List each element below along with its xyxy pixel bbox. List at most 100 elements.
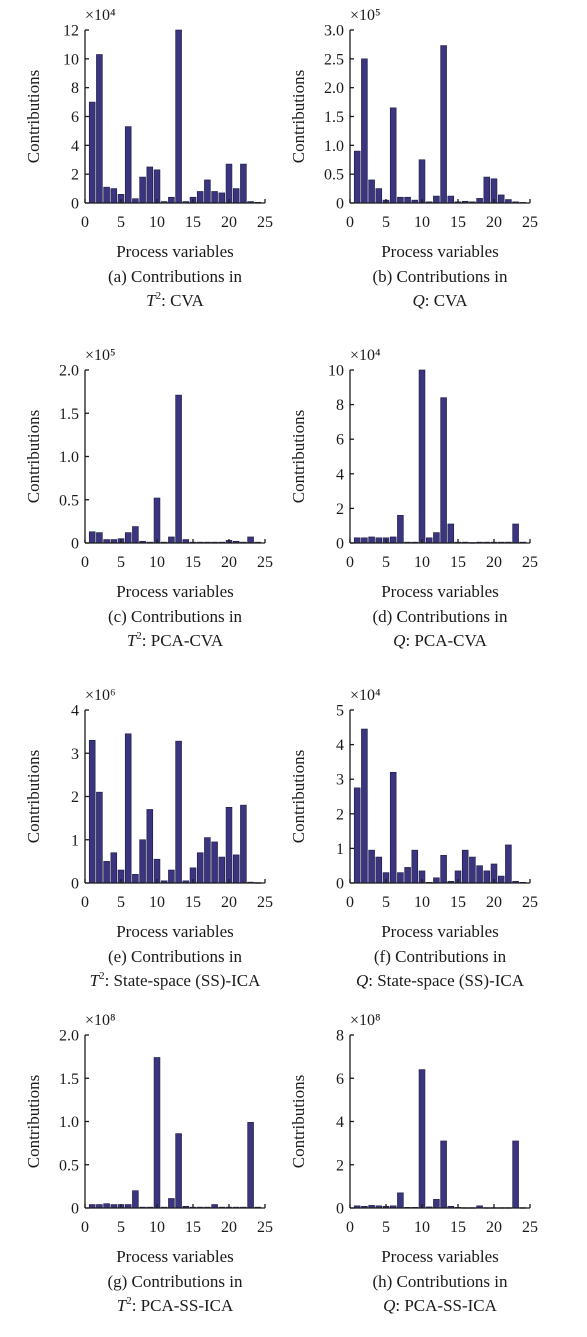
x-tick-label: 0	[346, 894, 354, 911]
bar-a-21	[232, 188, 240, 204]
caption-method: : CVA	[161, 291, 204, 310]
x-tick-label: 20	[486, 554, 502, 571]
x-tick-label: 15	[450, 554, 466, 571]
bar-b-14	[447, 195, 455, 204]
y-tick-label: 1.5	[59, 1071, 79, 1088]
y-axis-label: Contributions	[289, 750, 308, 844]
caption-statistic: Q	[413, 291, 425, 310]
x-tick-label: 5	[382, 1219, 390, 1236]
x-tick-label: 10	[149, 894, 165, 911]
x-tick-label: 15	[450, 1219, 466, 1236]
x-tick-label: 20	[486, 1219, 502, 1236]
y-tick-label: 4	[336, 737, 344, 754]
bar-b-10	[418, 159, 426, 204]
bar-e-16	[196, 852, 204, 884]
bar-f-7	[397, 872, 404, 884]
x-tick-label: 25	[522, 554, 538, 571]
caption-statistic: T	[127, 631, 138, 650]
bar-a-6	[124, 126, 132, 204]
caption-method: : CVA	[425, 291, 468, 310]
bar-a-22	[240, 163, 247, 204]
caption-method: : State-space (SS)-ICA	[105, 971, 262, 990]
caption-line-1: (e) Contributions in	[108, 947, 243, 966]
chart-panel-d: 0 2 4 6 8 10 0 5 10 15 20 25 ×10⁴ Contributions Proces…	[289, 347, 538, 650]
bar-b-1	[353, 150, 361, 204]
bar-a-2	[96, 54, 103, 204]
caption-statistic: T	[146, 291, 157, 310]
x-tick-label: 10	[414, 1219, 430, 1236]
caption-line-1: (c) Contributions in	[108, 607, 243, 626]
exponent-label: ×10⁴	[350, 687, 381, 704]
x-tick-label: 5	[382, 214, 390, 231]
y-axis-label: Contributions	[24, 1075, 43, 1169]
x-tick-label: 20	[221, 214, 237, 231]
chart-panel-c: 0 0.5 1.0 1.5 2.0 0 5 10 15 20 25 ×10⁵ Contributions…	[24, 347, 273, 650]
x-axis-label: Process variables	[381, 1247, 499, 1266]
chart-panel-g: 0 0.5 1.0 1.5 2.0 0 5 10 15 20 25 ×10⁸ Contributions…	[24, 1012, 273, 1315]
y-tick-label: 10	[328, 363, 344, 380]
y-tick-label: 1	[336, 841, 344, 858]
bar-d-4	[375, 537, 383, 544]
y-tick-label: 0	[336, 536, 344, 553]
bar-c-23	[247, 536, 254, 544]
exponent-label: ×10⁴	[85, 7, 116, 24]
y-tick-label: 2	[336, 1157, 344, 1174]
bar-e-3	[103, 861, 110, 884]
x-tick-label: 15	[450, 214, 466, 231]
x-tick-label: 10	[149, 214, 165, 231]
y-tick-label: 3	[336, 772, 344, 789]
caption-line-2: T2: PCA-SS-ICA	[117, 1295, 234, 1315]
caption-line-2: Q: State-space (SS)-ICA	[356, 971, 525, 990]
bar-b-21	[497, 194, 505, 204]
bar-c-7	[132, 526, 139, 544]
caption-line-2: Q: PCA-SS-ICA	[383, 1296, 498, 1315]
y-tick-label: 0	[71, 876, 79, 893]
y-tick-label: 0	[336, 196, 344, 213]
bar-h-12	[433, 1199, 440, 1209]
bar-f-13	[440, 855, 447, 884]
caption-statistic: Q	[356, 971, 368, 990]
y-tick-label: 2	[71, 167, 79, 184]
x-tick-label: 20	[221, 1219, 237, 1236]
x-axis-label: Process variables	[116, 922, 234, 941]
caption-superscript: 2	[126, 1295, 132, 1307]
bar-e-9	[146, 809, 154, 884]
x-tick-label: 10	[414, 894, 430, 911]
bar-b-8	[404, 196, 411, 204]
x-tick-label: 20	[486, 894, 502, 911]
exponent-label: ×10⁸	[85, 1012, 116, 1029]
chart-panel-a: 0 2 4 6 8 10 12 0 5 10 15 20 25 ×10⁴ Contributions Proc…	[24, 7, 273, 310]
y-tick-label: 2	[336, 501, 344, 518]
bar-e-8	[139, 839, 146, 884]
bar-a-8	[139, 176, 146, 204]
bar-a-12	[168, 196, 175, 204]
caption-line-2: T2: State-space (SS)-ICA	[90, 970, 261, 990]
x-tick-label: 25	[522, 214, 538, 231]
caption-line-2: Q: CVA	[413, 291, 469, 310]
bar-f-16	[461, 849, 469, 884]
x-tick-label: 25	[522, 1219, 538, 1236]
bar-c-13	[175, 394, 182, 544]
y-tick-label: 1.5	[59, 406, 79, 423]
bar-g-12	[168, 1198, 175, 1209]
bar-e-7	[132, 874, 139, 884]
y-tick-label: 2.0	[324, 80, 344, 97]
bar-e-2	[96, 791, 103, 884]
x-tick-label: 10	[414, 554, 430, 571]
y-tick-label: 2	[336, 806, 344, 823]
x-tick-label: 10	[149, 554, 165, 571]
caption-superscript: 2	[99, 970, 105, 982]
bar-b-2	[361, 58, 368, 204]
x-tick-label: 20	[221, 894, 237, 911]
x-axis-label: Process variables	[381, 922, 499, 941]
caption-statistic: Q	[383, 1296, 395, 1315]
bar-h-7	[397, 1192, 404, 1209]
caption-method: : PCA-SS-ICA	[395, 1296, 497, 1315]
x-tick-label: 20	[221, 554, 237, 571]
x-tick-label: 25	[257, 1219, 273, 1236]
y-tick-label: 0.5	[59, 1157, 79, 1174]
bar-f-1	[353, 787, 361, 884]
bar-a-3	[103, 186, 110, 204]
y-tick-label: 0	[71, 196, 79, 213]
bar-a-17	[204, 179, 211, 204]
